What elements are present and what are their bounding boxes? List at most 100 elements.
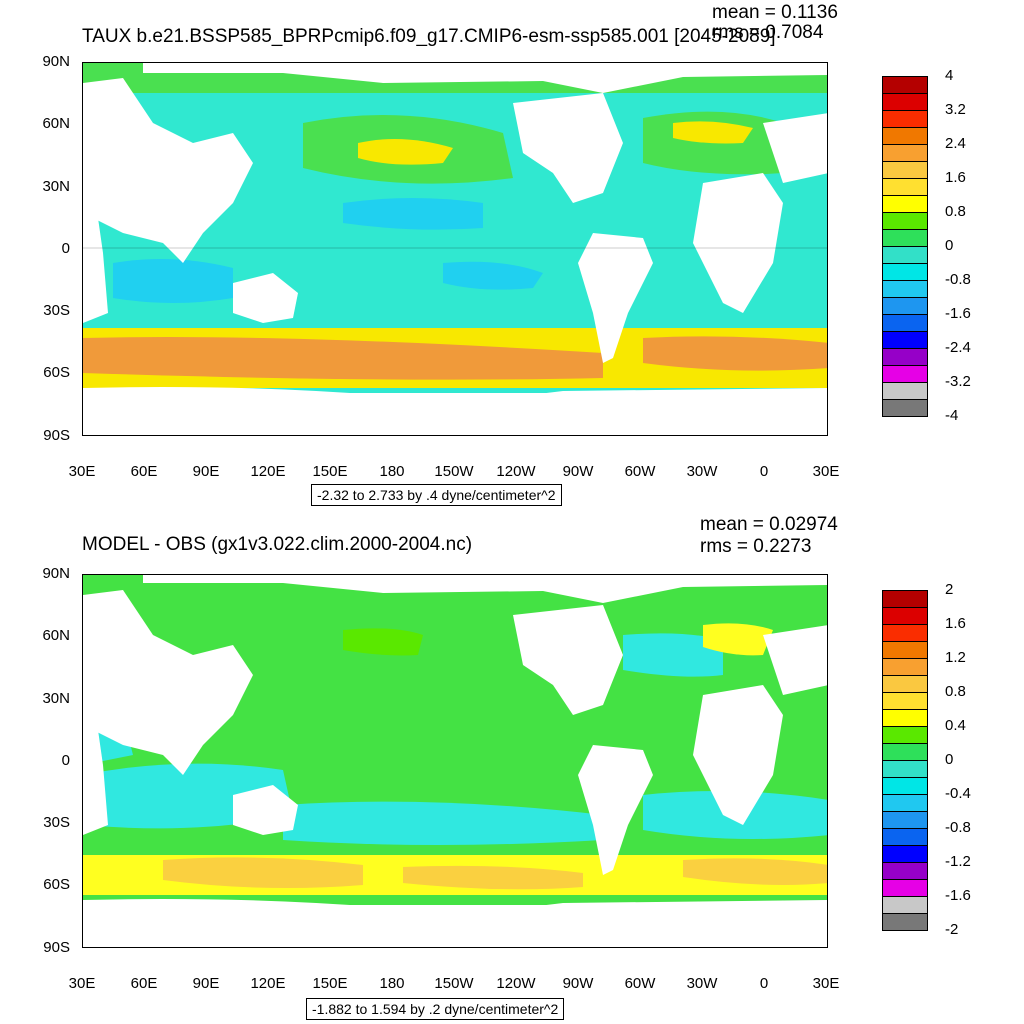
colorbar-swatch — [882, 913, 928, 931]
x-label: 0 — [759, 975, 769, 992]
x-label: 180 — [379, 463, 405, 480]
y-label: 90S — [43, 427, 70, 444]
x-label: 90E — [192, 463, 220, 480]
north-america — [513, 93, 623, 203]
y-label: 30N — [42, 178, 70, 195]
colorbar-swatch — [882, 760, 928, 778]
south-america — [578, 233, 653, 363]
colorbar-swatch — [882, 879, 928, 897]
y-label: 30S — [43, 302, 70, 319]
colorbar-label: 2.4 — [945, 135, 966, 152]
x-label: 150W — [434, 463, 474, 480]
panel-taux: TAUX b.e21.BSSP585_BPRPcmip6.f09_g17.CMI… — [42, 2, 971, 506]
colorbar-label: 4 — [945, 67, 954, 84]
colorbar-swatch — [882, 110, 928, 128]
x-label: 120W — [496, 975, 536, 992]
colorbar — [882, 76, 928, 417]
eurasia-africa — [83, 78, 253, 263]
colorbar-label: -3.2 — [945, 373, 971, 390]
africa — [693, 685, 783, 825]
colorbar-swatch — [882, 144, 928, 162]
x-label: 90W — [562, 463, 594, 480]
colorbar-swatch — [882, 675, 928, 693]
x-label: 60E — [130, 463, 158, 480]
colorbar-swatch — [882, 896, 928, 914]
colorbar — [882, 590, 928, 931]
colorbar-label: 0.4 — [945, 717, 966, 734]
colorbar-swatch — [882, 399, 928, 417]
x-label: 30E — [68, 463, 96, 480]
australia — [233, 785, 298, 835]
x-label: 60W — [624, 463, 656, 480]
x-label: 60W — [624, 975, 656, 992]
map-field — [83, 575, 827, 947]
mean-label: mean = 0.1136 — [712, 2, 838, 23]
australia — [233, 273, 298, 323]
x-label: 30E — [812, 463, 840, 480]
y-label: 90N — [42, 53, 70, 70]
x-label: 90E — [192, 975, 220, 992]
rms-label: rms = 0.7084 — [712, 22, 824, 43]
x-label: 0 — [759, 463, 769, 480]
colorbar-swatch — [882, 246, 928, 264]
x-label: 180 — [379, 975, 405, 992]
x-label: 60E — [130, 975, 158, 992]
x-label: 150E — [312, 975, 348, 992]
map-plot — [82, 574, 828, 948]
colorbar-swatch — [882, 195, 928, 213]
colorbar-label: 1.2 — [945, 649, 966, 666]
africa — [693, 173, 783, 313]
y-label: 30S — [43, 814, 70, 831]
colorbar-label: 3.2 — [945, 101, 966, 118]
colorbar-label: -0.4 — [945, 785, 971, 802]
colorbar-swatch — [882, 93, 928, 111]
x-label: 120E — [250, 975, 286, 992]
colorbar-swatch — [882, 348, 928, 366]
x-label: 120E — [250, 463, 286, 480]
x-label: 30E — [68, 975, 96, 992]
contour-range-box: -1.882 to 1.594 by .2 dyne/centimeter^2 — [306, 998, 565, 1020]
y-label: 0 — [61, 240, 70, 257]
colorbar-swatch — [882, 161, 928, 179]
colorbar-swatch — [882, 811, 928, 829]
eurasia-africa — [83, 590, 253, 775]
y-label: 60S — [43, 364, 70, 381]
y-label: 90N — [42, 565, 70, 582]
colorbar-swatch — [882, 641, 928, 659]
colorbar-swatch — [882, 777, 928, 795]
x-label: 30W — [686, 463, 718, 480]
x-label: 30E — [812, 975, 840, 992]
colorbar-swatch — [882, 828, 928, 846]
colorbar-swatch — [882, 229, 928, 247]
colorbar-swatch — [882, 297, 928, 315]
colorbar-swatch — [882, 212, 928, 230]
colorbar-label: 0.8 — [945, 683, 966, 700]
colorbar-label: 1.6 — [945, 615, 966, 632]
y-label: 60S — [43, 876, 70, 893]
rms-label: rms = 0.2273 — [700, 536, 812, 557]
y-label: 90S — [43, 939, 70, 956]
mean-label: mean = 0.02974 — [700, 514, 838, 535]
colorbar-swatch — [882, 624, 928, 642]
colorbar-label: 0 — [945, 237, 954, 254]
x-label: 120W — [496, 463, 536, 480]
colorbar-swatch — [882, 743, 928, 761]
colorbar-swatch — [882, 692, 928, 710]
colorbar-label: -0.8 — [945, 819, 971, 836]
panel-title: MODEL - OBS (gx1v3.022.clim.2000-2004.nc… — [82, 534, 473, 555]
y-label: 60N — [42, 115, 70, 132]
y-label: 0 — [61, 752, 70, 769]
x-label: 30W — [686, 975, 718, 992]
panel-model-obs: MODEL - OBS (gx1v3.022.clim.2000-2004.nc… — [0, 512, 1024, 1024]
colorbar-swatch — [882, 178, 928, 196]
colorbar-swatch — [882, 314, 928, 332]
panel-title: TAUX b.e21.BSSP585_BPRPcmip6.f09_g17.CMI… — [82, 26, 776, 47]
south-america — [578, 745, 653, 875]
colorbar-label: -2.4 — [945, 339, 971, 356]
colorbar-label: 0 — [945, 751, 954, 768]
y-label: 30N — [42, 690, 70, 707]
colorbar-swatch — [882, 590, 928, 608]
colorbar-label: 1.6 — [945, 169, 966, 186]
y-label: 60N — [42, 627, 70, 644]
x-label: 150E — [312, 463, 348, 480]
